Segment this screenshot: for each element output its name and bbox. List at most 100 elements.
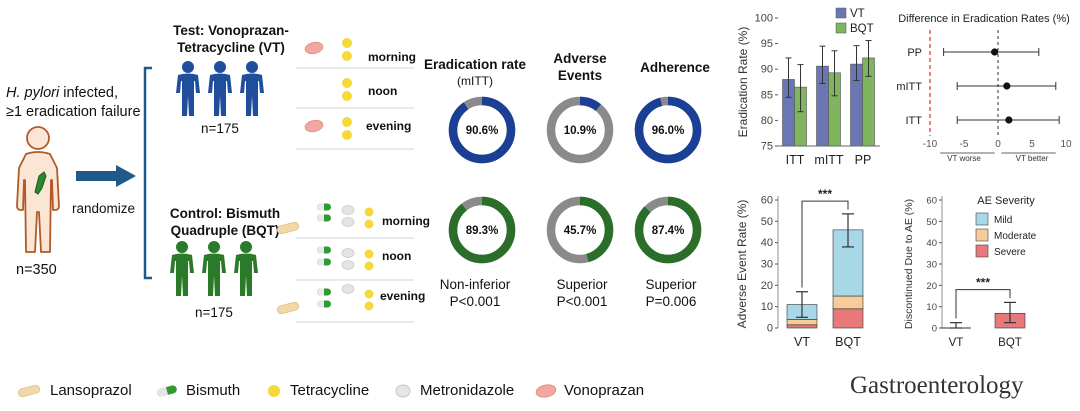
- condition-rest: infected,: [59, 85, 119, 101]
- y-axis-label: Eradication Rate (%): [736, 27, 750, 138]
- x-tick-label: VT: [794, 335, 810, 349]
- legend-label-vonoprazan: Vonoprazan: [564, 382, 645, 399]
- tetracycline-tablet: [342, 51, 352, 61]
- chart-title: Difference in Eradication Rates (%): [898, 13, 1070, 25]
- tetracycline-tablet: [364, 207, 374, 217]
- y-tick-label: 10: [926, 302, 937, 313]
- bar-segment-severe: [832, 308, 864, 329]
- y-tick-label: 80: [761, 115, 773, 127]
- journal-name: Gastroenterology: [850, 372, 1024, 399]
- outcome-donuts: 90.6% 10.9% 96.0% 89.3% 45.7% 87.4%: [448, 96, 702, 264]
- discontinued-chart: 0 10 20 30 40 50 60 Discontinued Due to AE (%) V…: [903, 195, 1037, 349]
- person-icon: [170, 241, 194, 296]
- right-note: VT better: [1016, 154, 1049, 163]
- tetracycline-tablet: [342, 117, 352, 127]
- donut-label: 89.3%: [466, 225, 499, 237]
- person-icon: [240, 61, 264, 116]
- significance-label: ***: [976, 276, 990, 290]
- x-tick-label: 10: [1060, 139, 1072, 150]
- y-tick-label: 30: [761, 259, 773, 271]
- lansoprazol-tablet: [276, 220, 300, 236]
- control-time-evening: evening: [380, 289, 426, 303]
- bismuth-capsule: [317, 246, 331, 254]
- y-tick-label: 90: [761, 64, 773, 76]
- vonoprazan-tablet: [304, 119, 324, 133]
- outcome-header-line1: Eradication rate: [423, 57, 527, 72]
- y-tick-label: 75: [761, 141, 773, 153]
- y-tick-label: 40: [926, 238, 937, 249]
- legend-label-tetracycline: Tetracycline: [290, 382, 370, 399]
- lansoprazol-tablet: [276, 300, 300, 316]
- donut-arc-bqt: [634, 196, 702, 264]
- legend-swatch: [975, 228, 989, 242]
- legend-label: Moderate: [994, 231, 1037, 242]
- test-arm-people-icon: [176, 61, 264, 116]
- outcome-header-line2: Events: [557, 68, 603, 83]
- x-tick-label: -5: [960, 139, 969, 150]
- patient-figure: [16, 126, 60, 253]
- legend-title: AE Severity: [977, 195, 1035, 207]
- outcome-header-line1: Adverse: [553, 51, 607, 66]
- adverse-event-chart: 0 10 20 30 40 50 60 Adverse Event Rate (%) VT BQT…: [735, 187, 864, 349]
- vonoprazan-icon: [535, 384, 557, 398]
- tetracycline-tablet: [364, 249, 374, 259]
- legend-label-bismuth: Bismuth: [186, 382, 241, 399]
- y-tick-label: 30: [926, 260, 937, 271]
- test-time-morning: morning: [368, 50, 416, 64]
- x-tick-label: BQT: [835, 335, 861, 349]
- metronidazole-tablet: [341, 284, 355, 294]
- metronidazole-tablet: [341, 260, 355, 270]
- legend-label: BQT: [850, 23, 874, 35]
- bismuth-capsule: [317, 258, 331, 266]
- outcome-header-line1: Adherence: [640, 60, 710, 75]
- donut-arc-vt: [448, 96, 516, 164]
- donut-arc-vt: [546, 96, 614, 164]
- verdict-line1: Non-inferior: [439, 277, 511, 292]
- y-tick-label: 20: [761, 280, 773, 292]
- legend-swatch: [975, 244, 989, 258]
- y-tick-label: 95: [761, 38, 773, 50]
- legend-swatch: [835, 7, 847, 19]
- control-arm-title-line2: Quadruple (BQT): [170, 223, 280, 238]
- tetracycline-tablet: [364, 219, 374, 229]
- population-description: H. pylori infected, ≥1 eradication failu…: [6, 84, 141, 122]
- outcome-header-adverse-events: Adverse Events: [540, 50, 620, 84]
- row-label: ITT: [906, 115, 923, 127]
- outcome-header-eradication: Eradication rate (mITT): [420, 56, 530, 90]
- y-tick-label: 50: [761, 216, 773, 228]
- failure-line: ≥1 eradication failure: [6, 104, 141, 120]
- test-arm-title-line1: Test: Vonoprazan-: [173, 23, 289, 38]
- x-tick-label: VT: [949, 337, 964, 349]
- point-estimate: [1005, 116, 1013, 124]
- point-estimate: [1003, 82, 1011, 90]
- tetracycline-tablet: [342, 78, 352, 88]
- randomize-label: randomize: [72, 201, 136, 216]
- person-icon: [234, 241, 258, 296]
- x-tick-label: 5: [1029, 139, 1035, 150]
- tetracycline-tablet: [364, 289, 374, 299]
- verdict-adverse-events: Superior P<0.001: [537, 276, 627, 310]
- test-arm-n: n=175: [201, 121, 239, 136]
- tetracycline-tablet: [342, 38, 352, 48]
- y-tick-label: 50: [926, 217, 937, 228]
- legend-swatch: [975, 212, 989, 226]
- legend-swatch: [835, 22, 847, 34]
- outcome-header-line2: (mITT): [457, 74, 493, 88]
- y-tick-label: 85: [761, 89, 773, 101]
- metronidazole-icon: [395, 384, 411, 398]
- x-tick-label: 0: [995, 139, 1001, 150]
- metronidazole-tablet: [341, 248, 355, 258]
- drug-legend: Lansoprazol Bismuth Tetracycline Metroni…: [0, 378, 680, 404]
- control-time-morning: morning: [382, 214, 430, 228]
- y-tick-label: 60: [926, 196, 937, 207]
- test-time-evening: evening: [366, 119, 412, 133]
- tetracycline-tablet: [364, 301, 374, 311]
- x-tick-label: BQT: [998, 337, 1022, 349]
- y-tick-label: 0: [932, 324, 937, 335]
- donut-label: 10.9%: [564, 125, 597, 137]
- metronidazole-tablet: [341, 205, 355, 215]
- bar-segment-moderate: [832, 295, 864, 310]
- left-note: VT worse: [947, 154, 981, 163]
- verdict-line2: P=0.006: [645, 294, 697, 309]
- legend-label-lansoprazol: Lansoprazol: [50, 382, 132, 399]
